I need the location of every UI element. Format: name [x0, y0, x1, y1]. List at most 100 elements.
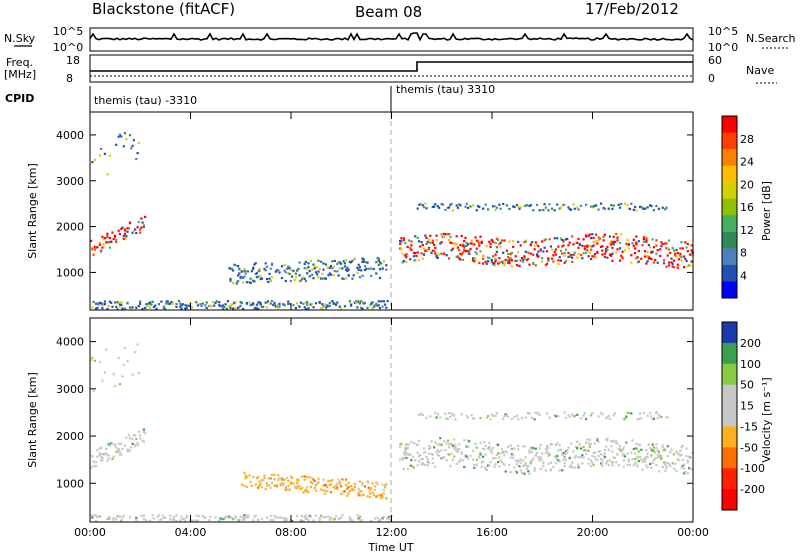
echo-cell [495, 443, 498, 446]
echo-cell [137, 305, 140, 308]
echo-cell [505, 204, 508, 207]
echo-cell [649, 463, 652, 466]
echo-cell [96, 515, 99, 519]
echo-cell [465, 202, 468, 205]
echo-cell [419, 245, 422, 248]
echo-cell [117, 229, 120, 232]
echo-cell [686, 459, 689, 462]
echo-cell [471, 458, 475, 461]
colorbar-tick-label: 8 [740, 247, 747, 260]
echo-cell [303, 490, 306, 493]
echo-cell [510, 447, 513, 450]
echo-cell [164, 307, 167, 311]
echo-cell [350, 303, 353, 306]
echo-cell [324, 305, 328, 308]
echo-cell [93, 245, 96, 248]
echo-cell [303, 306, 306, 309]
echo-cell [381, 305, 384, 308]
echo-cell [557, 262, 560, 265]
echo-cell [608, 459, 611, 462]
echo-cell [414, 235, 417, 238]
echo-cell [587, 442, 590, 445]
echo-cell [489, 245, 492, 248]
echo-cell [141, 307, 144, 311]
ytick-label: 2000 [56, 221, 84, 234]
echo-cell [469, 242, 472, 245]
echo-cell [91, 248, 94, 252]
echo-cell [562, 203, 565, 207]
echo-cell [515, 204, 519, 207]
echo-cell [598, 449, 601, 453]
echo-cell [358, 276, 361, 279]
echo-cell [655, 443, 658, 446]
echo-cell [579, 447, 583, 450]
echo-cell [563, 462, 566, 465]
echo-cell [304, 260, 307, 263]
echo-cell [466, 457, 470, 460]
echo-cell [475, 463, 478, 466]
echo-cell [431, 453, 434, 456]
echo-cell [581, 462, 584, 465]
echo-cell [237, 280, 240, 283]
echo-cell [487, 464, 490, 467]
echo-cell [128, 437, 132, 440]
echo-cell [322, 478, 325, 481]
echo-cell [306, 272, 309, 275]
echo-cell [386, 517, 389, 520]
echo-cell [529, 243, 532, 246]
echo-cell [419, 203, 422, 206]
echo-cell [503, 264, 506, 267]
echo-cell [577, 463, 580, 466]
echo-cell [299, 488, 302, 491]
echo-cell [509, 253, 512, 256]
echo-cell [532, 457, 535, 460]
echo-cell [676, 266, 679, 269]
echo-cell [254, 262, 257, 265]
echo-cell [142, 430, 145, 433]
echo-cell [635, 257, 638, 260]
echo-cell [116, 515, 119, 518]
echo-cell [587, 458, 590, 461]
echo-cell [553, 455, 556, 458]
echo-cell [252, 279, 255, 282]
echo-cell [122, 363, 125, 366]
echo-cell [548, 453, 551, 456]
echo-cell [587, 234, 590, 238]
echo-cell [319, 260, 323, 263]
echo-cell [505, 451, 508, 454]
echo-cell [644, 207, 647, 210]
echo-cell [597, 208, 600, 211]
echo-cell [309, 485, 312, 489]
echo-cell [289, 279, 292, 283]
echo-cell [368, 304, 372, 307]
echo-cell [292, 269, 295, 272]
echo-cell [105, 348, 108, 351]
echo-cell [459, 244, 462, 247]
echo-cell [660, 245, 663, 248]
echo-cell [610, 440, 613, 443]
echo-cell [326, 305, 329, 308]
echo-cell [348, 516, 351, 519]
echo-cell [117, 515, 120, 518]
echo-cell [617, 447, 620, 450]
echo-cell [92, 300, 95, 303]
echo-cell [306, 476, 309, 479]
echo-cell [527, 470, 530, 473]
echo-cell [588, 445, 591, 448]
echo-cell [304, 301, 307, 304]
echo-cell [101, 307, 104, 310]
echo-cell [577, 208, 580, 211]
echo-cell [366, 480, 369, 483]
echo-cell [512, 205, 515, 208]
echo-cell [252, 475, 255, 479]
echo-cell [459, 459, 462, 462]
echo-cell [101, 456, 104, 459]
echo-cell [299, 301, 302, 304]
echo-cell [115, 238, 118, 241]
echo-cell [384, 486, 387, 489]
echo-cell [445, 442, 448, 445]
echo-cell [108, 444, 111, 447]
echo-cell [593, 451, 596, 454]
freq-tick-low: 8 [66, 72, 73, 85]
